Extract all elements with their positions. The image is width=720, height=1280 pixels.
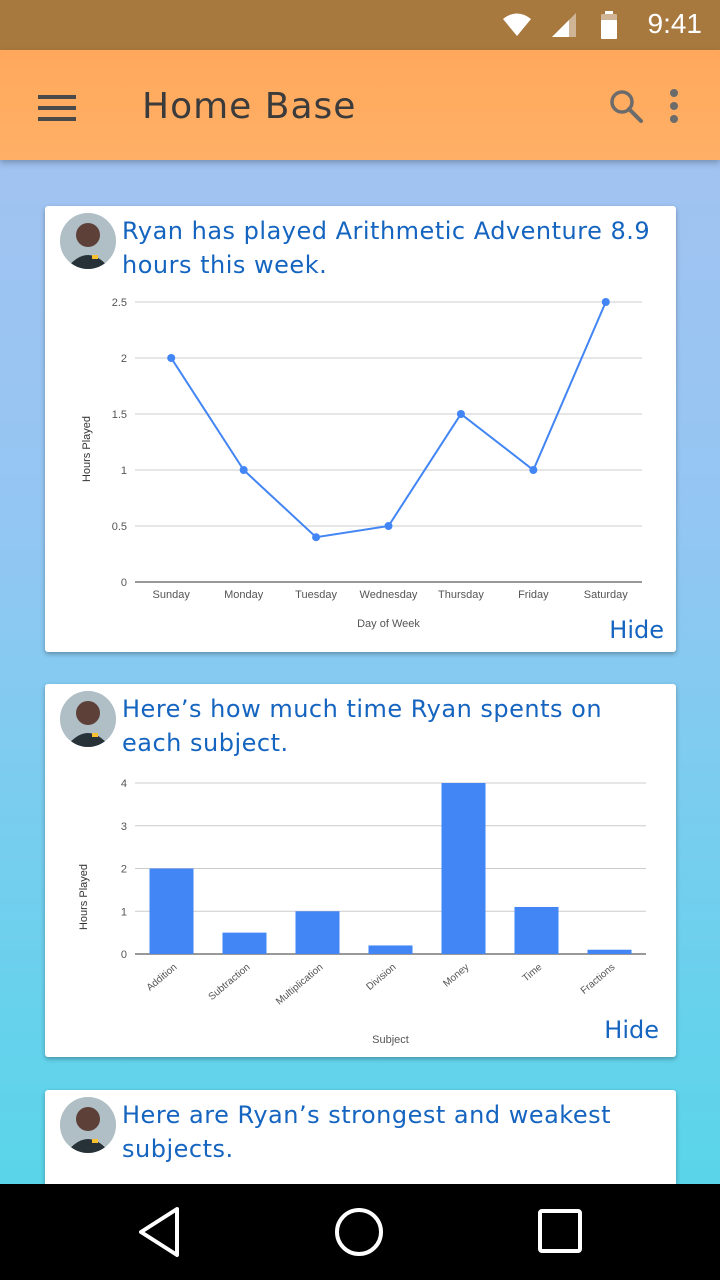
y-tick-label: 2 xyxy=(121,353,127,365)
x-tick-label: Saturday xyxy=(584,589,629,601)
card-heading: Here are Ryan’s strongest and weakest su… xyxy=(122,1101,612,1163)
line-chart: 0 0.5 1 1.5 2 2.5 Day of Week Hours Played Sunda… xyxy=(81,297,642,630)
back-icon[interactable] xyxy=(135,1204,183,1260)
bar xyxy=(149,868,194,954)
bar xyxy=(441,783,486,954)
y-axis-label: Hours Played xyxy=(81,416,93,482)
bar xyxy=(368,945,413,954)
status-bar: 9:41 xyxy=(0,0,720,50)
x-axis-label: Day of Week xyxy=(357,618,420,630)
x-tick-label: Tuesday xyxy=(295,589,337,601)
y-tick-label: 0 xyxy=(121,949,127,961)
y-tick-label: 1.5 xyxy=(112,409,127,421)
x-tick-label: Subtraction xyxy=(207,962,253,1003)
line-series xyxy=(170,301,607,539)
card-heading: Ryan has played Arithmetic Adventure 8.9… xyxy=(122,217,651,279)
bar xyxy=(222,932,267,954)
data-point xyxy=(601,298,610,306)
status-time: 9:41 xyxy=(647,8,703,39)
bar xyxy=(514,906,559,954)
y-tick-label: 0.5 xyxy=(112,521,127,533)
x-tick-label: Wednesday xyxy=(360,589,418,601)
y-tick-label: 4 xyxy=(121,778,127,790)
navigation-bar xyxy=(0,1184,720,1280)
x-tick-label: Friday xyxy=(518,589,549,601)
x-axis-label: Subject xyxy=(372,1034,409,1046)
more-vert-icon[interactable] xyxy=(666,88,682,124)
bar xyxy=(587,949,632,954)
app-title: Home Base xyxy=(142,86,357,127)
data-point xyxy=(384,522,393,530)
recents-icon[interactable] xyxy=(537,1204,585,1260)
data-point xyxy=(529,466,538,474)
weekly-hours-card: Ryan has played Arithmetic Adventure 8.9… xyxy=(45,206,676,652)
home-icon[interactable] xyxy=(333,1204,385,1260)
x-tick-label: Thursday xyxy=(438,589,484,601)
cellular-signal-icon xyxy=(552,13,576,37)
subject-time-card: Here’s how much time Ryan spents on each… xyxy=(45,684,676,1057)
y-tick-label: 0 xyxy=(121,577,127,589)
app-bar: Home Base xyxy=(0,50,720,160)
search-icon[interactable] xyxy=(608,88,644,124)
hide-link[interactable]: Hide xyxy=(609,616,664,644)
x-tick-label: Multiplication xyxy=(274,962,325,1008)
y-tick-label: 1 xyxy=(121,906,127,918)
hide-link[interactable]: Hide xyxy=(604,1016,659,1044)
battery-icon xyxy=(601,11,617,39)
x-tick-label: Addition xyxy=(145,962,180,994)
card-heading: Here’s how much time Ryan spents on each… xyxy=(122,695,603,757)
avatar xyxy=(60,1097,116,1153)
bar-chart: 0 1 2 3 4 Subject Hours Played Addition Subtract… xyxy=(78,778,646,1046)
y-tick-label: 2.5 xyxy=(112,297,127,309)
bar xyxy=(295,911,340,954)
y-tick-label: 2 xyxy=(121,864,127,876)
y-tick-label: 1 xyxy=(121,465,127,477)
x-tick-label: Money xyxy=(441,962,471,990)
x-tick-label: Time xyxy=(521,962,545,985)
data-point xyxy=(167,354,176,362)
x-tick-label: Division xyxy=(365,962,399,993)
x-tick-label: Monday xyxy=(224,589,264,601)
menu-icon[interactable] xyxy=(38,95,76,121)
data-point xyxy=(456,410,465,418)
wifi-icon xyxy=(503,13,531,36)
x-tick-label: Fractions xyxy=(579,962,618,997)
avatar xyxy=(60,213,116,269)
y-axis-label: Hours Played xyxy=(78,864,90,930)
avatar xyxy=(60,691,116,747)
x-tick-label: Sunday xyxy=(153,589,191,601)
y-tick-label: 3 xyxy=(121,821,127,833)
data-point xyxy=(312,533,321,542)
data-point xyxy=(239,466,248,474)
